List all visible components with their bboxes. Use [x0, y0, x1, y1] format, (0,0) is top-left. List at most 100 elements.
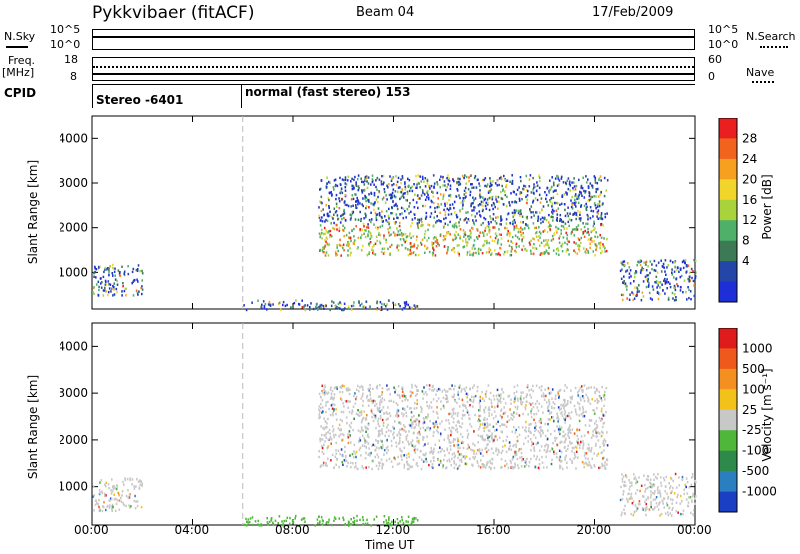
velocity-cell	[648, 485, 651, 489]
power-cell	[507, 239, 509, 243]
velocity-cell	[453, 444, 455, 447]
power-cell	[351, 229, 353, 232]
power-cell	[565, 250, 568, 253]
power-cell	[323, 307, 325, 310]
velocity-cell	[593, 412, 596, 415]
velocity-cell	[554, 394, 557, 397]
velocity-cell	[335, 452, 338, 455]
velocity-cell	[548, 409, 550, 413]
velocity-cell	[559, 428, 562, 431]
velocity-cell	[478, 448, 481, 451]
velocity-cell	[599, 466, 602, 469]
power-cell	[537, 239, 540, 242]
velocity-cell	[409, 465, 412, 469]
power-cell	[585, 222, 587, 225]
power-cell	[350, 239, 352, 243]
power-cell	[512, 222, 514, 226]
power-cell	[605, 249, 608, 253]
power-cell	[560, 224, 563, 228]
velocity-cell	[481, 423, 484, 426]
power-cell	[411, 306, 413, 310]
power-cell	[566, 179, 569, 182]
power-cell	[653, 259, 656, 263]
velocity-cell	[431, 451, 433, 454]
power-cell	[422, 223, 425, 227]
power-cell	[535, 211, 537, 214]
power-cell	[351, 210, 353, 214]
velocity-cell	[545, 401, 548, 404]
velocity-cell	[341, 384, 344, 387]
velocity-cell	[120, 496, 122, 500]
power-cell	[389, 226, 391, 229]
power-cell	[515, 224, 518, 227]
power-cell	[489, 248, 492, 252]
power-cell	[586, 205, 588, 209]
velocity-cell	[569, 417, 572, 420]
power-cell	[341, 213, 343, 217]
power-cell	[396, 227, 398, 230]
power-cell	[355, 200, 358, 203]
power-cell	[692, 279, 695, 283]
power-cell	[470, 236, 472, 239]
velocity-cell	[533, 418, 535, 421]
power-cell	[367, 226, 370, 229]
power-cell	[459, 183, 462, 186]
velocity-cell	[500, 401, 502, 404]
velocity-cell	[343, 385, 345, 388]
velocity-cell	[319, 402, 322, 406]
velocity-cell	[683, 492, 686, 496]
velocity-cell	[629, 497, 632, 500]
power-cell	[401, 243, 403, 247]
power-cell	[326, 176, 328, 179]
power-cell	[622, 281, 624, 284]
power-cell	[98, 265, 101, 269]
velocity-cell	[501, 449, 504, 453]
velocity-cell	[416, 461, 418, 465]
velocity-cell	[411, 517, 414, 521]
power-cell	[122, 282, 124, 285]
power-cell	[448, 194, 450, 197]
power-cell	[542, 230, 545, 233]
power-cell	[669, 259, 672, 263]
power-cell	[442, 226, 445, 229]
power-cell	[549, 200, 552, 203]
velocity-cell	[601, 451, 603, 454]
power-cell	[426, 196, 428, 199]
power-cell	[402, 207, 405, 210]
power-cell	[632, 292, 634, 295]
velocity-cell	[331, 389, 334, 393]
power-cell	[432, 252, 434, 255]
velocity-cell	[461, 388, 463, 391]
velocity-cell	[633, 477, 635, 480]
power-cell	[522, 244, 525, 248]
velocity-cell	[405, 438, 408, 441]
power-cell	[102, 275, 105, 279]
velocity-cell	[451, 415, 453, 418]
power-cell	[543, 252, 546, 255]
power-cell	[581, 187, 584, 190]
velocity-cell	[504, 459, 507, 463]
velocity-cell	[328, 428, 331, 432]
power-cell	[437, 197, 439, 200]
power-cell	[111, 287, 113, 290]
velocity-cell	[636, 489, 639, 492]
velocity-cell	[596, 426, 599, 429]
power-cell	[136, 291, 139, 295]
velocity-cell	[511, 458, 514, 461]
velocity-cell	[348, 410, 351, 414]
power-cell	[558, 241, 561, 244]
velocity-cell	[433, 431, 435, 434]
velocity-cell	[483, 439, 486, 442]
velocity-cell	[451, 426, 453, 429]
power-cell	[466, 221, 468, 224]
velocity-cell	[583, 384, 586, 387]
velocity-cell	[320, 464, 322, 467]
velocity-cell	[362, 416, 365, 420]
velocity-cell	[335, 463, 337, 466]
velocity-cell	[396, 433, 399, 437]
power-cell	[682, 266, 685, 270]
noise-trace	[93, 36, 694, 38]
velocity-cell	[582, 389, 584, 392]
power-cell	[320, 209, 323, 213]
velocity-cell	[484, 426, 486, 429]
